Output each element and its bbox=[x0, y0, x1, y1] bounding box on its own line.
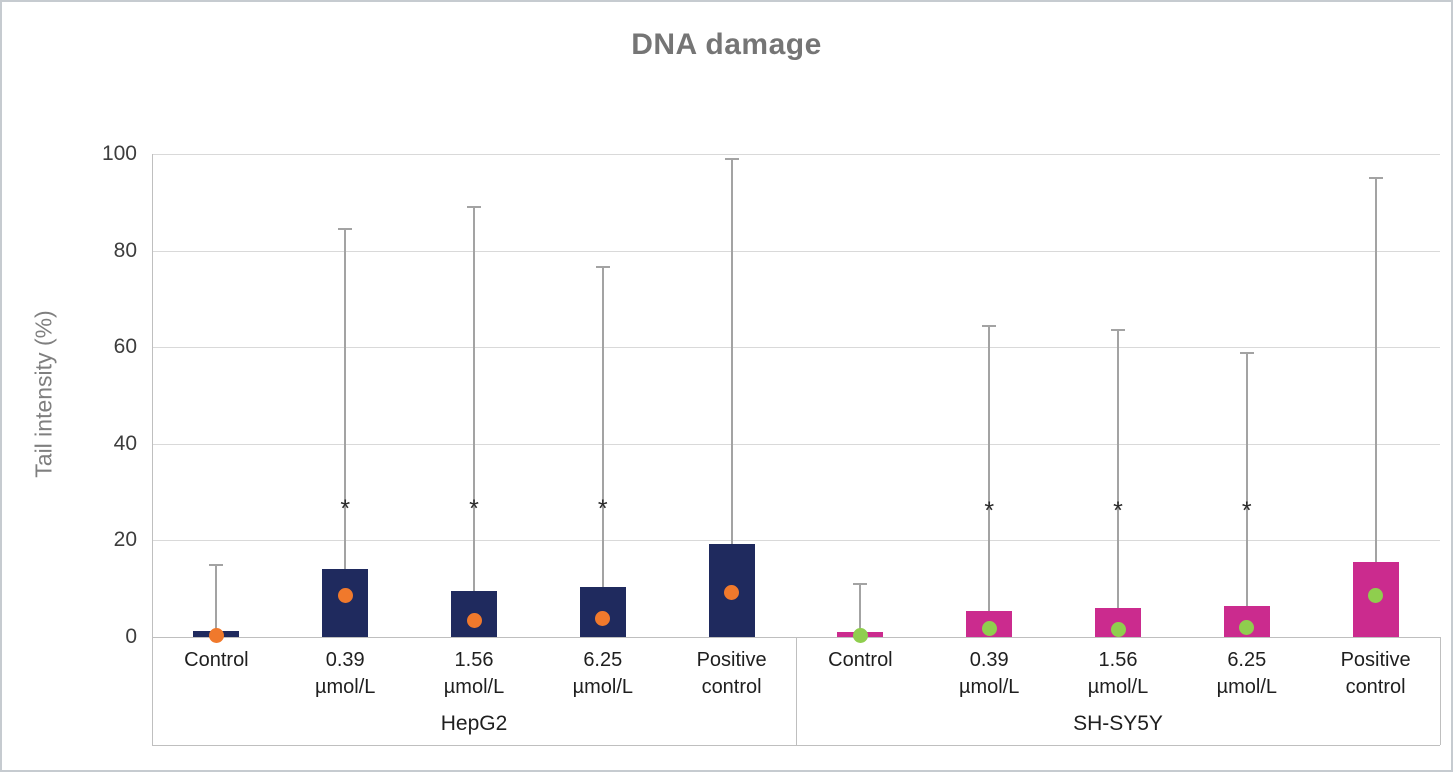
category-label-line: Positive bbox=[1340, 649, 1411, 671]
bar bbox=[322, 569, 369, 637]
category-label: 1.56 µmol/L bbox=[1054, 647, 1183, 701]
axis-bottom-frame bbox=[152, 745, 1440, 746]
y-tick-label: 0 bbox=[125, 625, 137, 648]
category-label-line: µmol/L bbox=[1216, 676, 1277, 698]
error-bar-line bbox=[730, 158, 733, 631]
error-bar-cap-top bbox=[1239, 352, 1254, 355]
mean-marker-dot bbox=[852, 627, 868, 643]
category-label-line: Positive bbox=[696, 649, 767, 671]
error-bar-cap-top bbox=[853, 582, 868, 585]
mean-marker-dot bbox=[1368, 587, 1384, 603]
error-bar-cap-top bbox=[1368, 177, 1383, 180]
category-label-line: µmol/L bbox=[443, 676, 505, 698]
error-bar-line bbox=[988, 324, 991, 635]
gridline bbox=[152, 250, 1440, 252]
error-bar-cap-top bbox=[982, 324, 997, 327]
category-label: 0.39 µmol/L bbox=[281, 647, 410, 701]
category-label-line: 0.39 bbox=[325, 649, 365, 671]
error-bar-line bbox=[344, 228, 347, 631]
chart-title: DNA damage bbox=[631, 28, 822, 61]
group-separator bbox=[1440, 637, 1441, 745]
mean-marker-dot bbox=[208, 627, 224, 643]
category-label-line: 1.56 bbox=[1098, 649, 1138, 671]
category-label-line: Control bbox=[828, 649, 893, 671]
y-tick-label: 20 bbox=[113, 528, 137, 552]
category-label-line: µmol/L bbox=[314, 676, 376, 698]
error-bar-line bbox=[859, 582, 862, 637]
category-label: Positive control bbox=[667, 647, 796, 701]
category-label: 6.25 µmol/L bbox=[1182, 647, 1311, 701]
category-label-line: Control bbox=[184, 649, 249, 671]
y-axis-line bbox=[152, 154, 153, 745]
y-tick-label: 40 bbox=[113, 431, 137, 455]
mean-marker-dot bbox=[337, 587, 353, 603]
category-label-line: 6.25 bbox=[583, 649, 623, 671]
y-tick-label: 60 bbox=[113, 335, 137, 359]
category-label-line: µmol/L bbox=[1087, 676, 1149, 698]
error-bar-cap-top bbox=[467, 205, 481, 208]
category-label-line: µmol/L bbox=[958, 676, 1020, 698]
error-bar-cap-top bbox=[1111, 329, 1125, 332]
error-bar-cap-top bbox=[724, 158, 739, 161]
category-label-line: 6.25 bbox=[1227, 649, 1267, 671]
category-label: 6.25 µmol/L bbox=[538, 647, 667, 701]
significance-marker: * bbox=[340, 495, 351, 523]
category-label: 0.39 µmol/L bbox=[925, 647, 1054, 701]
category-label-line: control bbox=[1345, 676, 1406, 698]
significance-marker: * bbox=[469, 495, 479, 523]
category-label: Control bbox=[152, 647, 281, 674]
gridline bbox=[152, 347, 1440, 349]
category-label-line: control bbox=[701, 676, 762, 698]
group-label: HepG2 bbox=[440, 712, 508, 735]
error-bar-line bbox=[215, 564, 218, 637]
error-bar-line bbox=[1374, 177, 1377, 633]
category-label-line: 1.56 bbox=[454, 649, 494, 671]
error-bar-line bbox=[1117, 329, 1119, 635]
gridline bbox=[152, 154, 1440, 155]
mean-marker-dot bbox=[1110, 621, 1126, 637]
category-label: 1.56 µmol/L bbox=[410, 647, 539, 701]
mean-marker-dot bbox=[466, 613, 482, 629]
y-tick-label: 80 bbox=[113, 238, 137, 262]
category-label-line: µmol/L bbox=[572, 676, 633, 698]
significance-marker: * bbox=[984, 497, 995, 526]
significance-marker: * bbox=[1241, 497, 1252, 526]
gridline bbox=[152, 443, 1440, 445]
error-bar-cap-top bbox=[338, 228, 353, 231]
significance-marker: * bbox=[1113, 497, 1123, 526]
group-separator bbox=[796, 637, 797, 745]
mean-marker-dot bbox=[595, 610, 611, 626]
error-bar-line bbox=[473, 205, 475, 634]
error-bar-line bbox=[601, 266, 604, 634]
error-bar-cap-top bbox=[595, 266, 610, 269]
significance-marker: * bbox=[597, 495, 608, 523]
error-bar-cap-top bbox=[209, 564, 224, 567]
category-label: Positive control bbox=[1311, 647, 1440, 701]
y-axis-label: Tail intensity (%) bbox=[30, 310, 57, 478]
gridline bbox=[152, 540, 1440, 542]
x-axis-baseline bbox=[152, 637, 1440, 638]
category-label-line: 0.39 bbox=[969, 649, 1009, 671]
y-tick-label: 100 bbox=[101, 142, 137, 165]
mean-marker-dot bbox=[724, 585, 740, 601]
group-label: SH-SY5Y bbox=[1073, 712, 1163, 735]
error-bar-line bbox=[1245, 352, 1248, 635]
mean-marker-dot bbox=[981, 620, 997, 636]
mean-marker-dot bbox=[1239, 619, 1255, 635]
category-label: Control bbox=[796, 647, 925, 674]
